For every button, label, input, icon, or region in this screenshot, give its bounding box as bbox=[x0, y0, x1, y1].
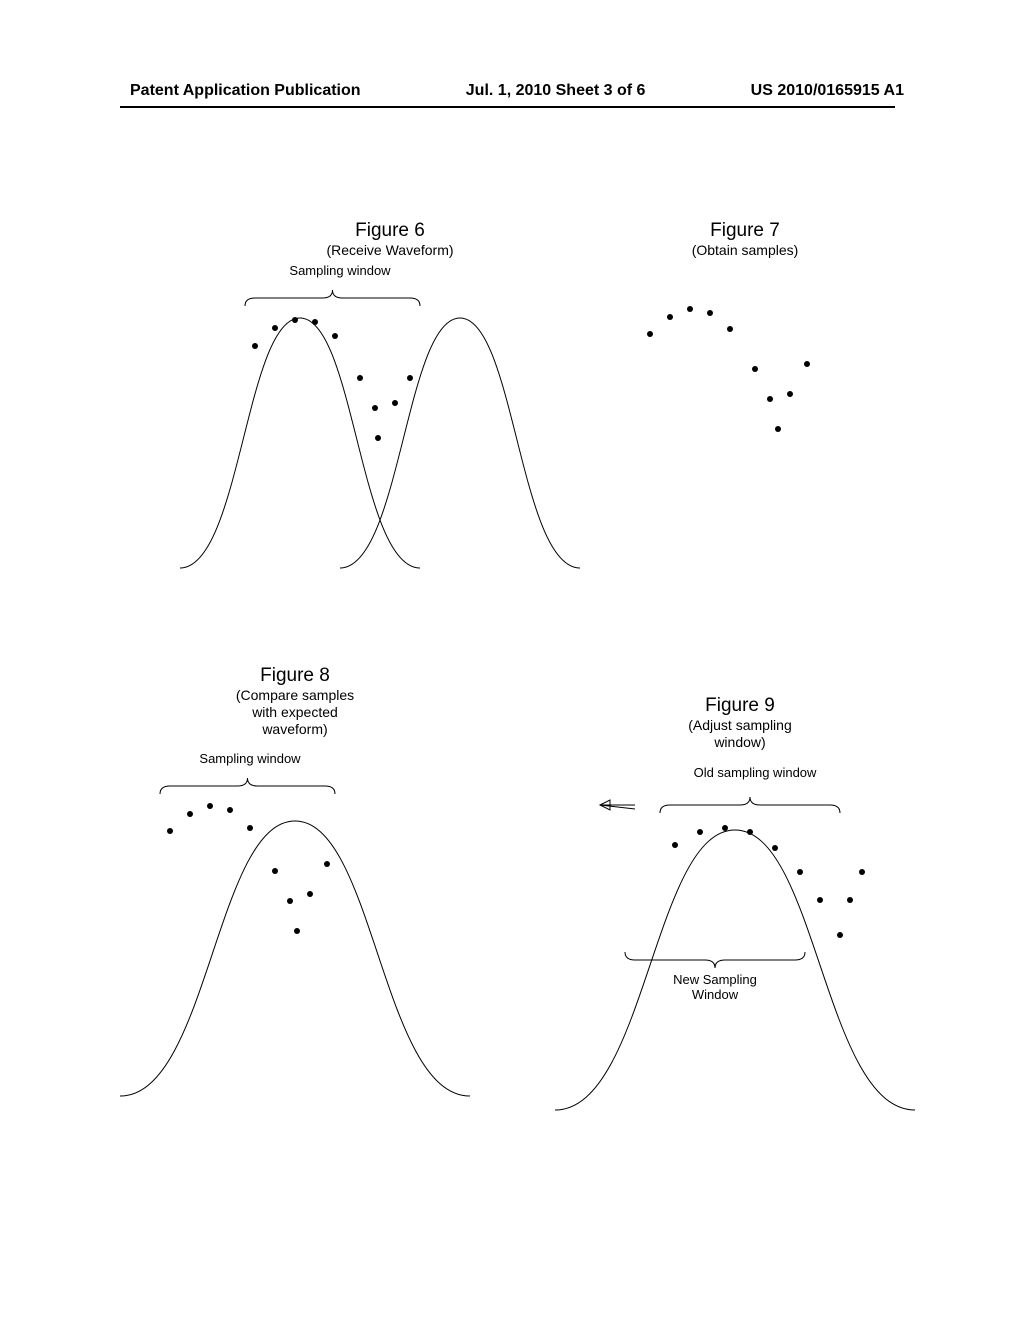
header-rule bbox=[120, 106, 895, 108]
header-center: Jul. 1, 2010 Sheet 3 of 6 bbox=[466, 82, 646, 100]
figure-9-old-window-label: Old sampling window bbox=[570, 765, 940, 780]
page-header: Patent Application Publication Jul. 1, 2… bbox=[0, 82, 1024, 100]
header-left: Patent Application Publication bbox=[130, 82, 361, 100]
svg-text:New SamplingWindow: New SamplingWindow bbox=[673, 972, 757, 1002]
figure-7: Figure 7 (Obtain samples) bbox=[615, 220, 875, 489]
header-right: US 2010/0165915 A1 bbox=[751, 82, 904, 100]
figure-9: Figure 9 (Adjust sampling window) Old sa… bbox=[540, 695, 940, 1120]
figure-7-title: Figure 7 bbox=[615, 220, 875, 242]
figure-7-subtitle: (Obtain samples) bbox=[615, 242, 875, 259]
figure-6-subtitle: (Receive Waveform) bbox=[180, 242, 600, 259]
figure-8-window-label: Sampling window bbox=[15, 751, 485, 766]
figure-6: Figure 6 (Receive Waveform) Sampling win… bbox=[180, 220, 600, 578]
figure-6-title: Figure 6 bbox=[180, 220, 600, 242]
figure-6-window-label: Sampling window bbox=[80, 263, 600, 278]
figure-9-svg: New SamplingWindow bbox=[540, 780, 940, 1120]
figure-7-svg bbox=[615, 299, 875, 489]
figure-8: Figure 8 (Compare samples with expected … bbox=[105, 665, 485, 1106]
figure-8-subtitle: (Compare samples with expected waveform) bbox=[105, 687, 485, 737]
figure-6-svg bbox=[180, 278, 600, 578]
figure-8-svg bbox=[105, 766, 485, 1106]
figure-9-title: Figure 9 bbox=[540, 695, 940, 717]
figure-8-title: Figure 8 bbox=[105, 665, 485, 687]
figure-9-subtitle: (Adjust sampling window) bbox=[540, 717, 940, 751]
